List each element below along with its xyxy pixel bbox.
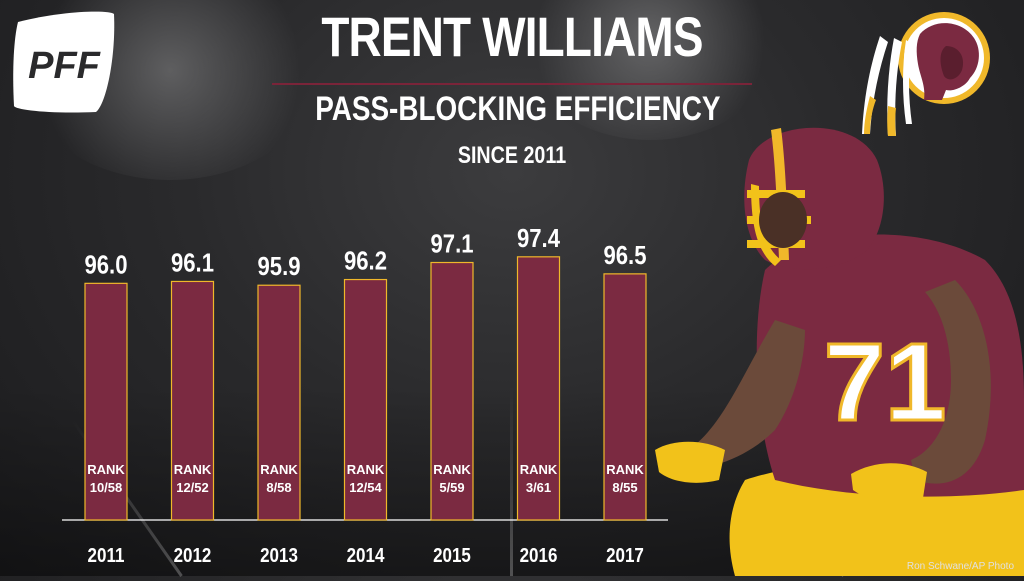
x-tick-label-2016: 2016 [520, 544, 558, 567]
value-label-2012: 96.1 [171, 249, 214, 278]
svg-text:71: 71 [824, 321, 946, 444]
x-tick-label-2011: 2011 [88, 544, 125, 567]
page-title: TRENT WILLIAMS [321, 5, 703, 68]
value-label-2016: 97.4 [517, 224, 561, 253]
rank-value-2017: 8/55 [612, 480, 637, 495]
chart-period: SINCE 2011 [457, 142, 567, 169]
title-divider [272, 83, 752, 85]
x-tick-label-2012: 2012 [174, 544, 212, 567]
rank-prefix-2015: RANK [433, 462, 471, 477]
bar-2015 [430, 261, 474, 521]
value-label-2013: 95.9 [258, 253, 301, 282]
player-photo-icon: 71 [655, 127, 1024, 576]
redskins-logo [850, 6, 992, 142]
value-label-2017: 96.5 [604, 241, 647, 270]
photo-credit: Ron Schwane/AP Photo [906, 561, 1014, 572]
value-label-2015: 97.1 [431, 230, 474, 259]
pff-logo-icon: PFF [13, 11, 115, 113]
rank-value-2016: 3/61 [526, 480, 551, 495]
rank-prefix-2011: RANK [87, 462, 125, 477]
bar-2012 [170, 280, 215, 521]
rank-prefix-2014: RANK [347, 462, 385, 477]
bar-2011 [84, 282, 128, 521]
player-photo: 71 [655, 120, 1024, 576]
rank-value-2011: 10/58 [90, 480, 123, 495]
x-tick-label-2015: 2015 [433, 544, 471, 567]
bar-2013 [257, 284, 301, 521]
value-label-2011: 96.0 [85, 251, 128, 280]
yard-line [510, 386, 513, 576]
rank-prefix-2013: RANK [260, 462, 298, 477]
bar-2014 [343, 278, 388, 521]
rank-value-2013: 8/58 [266, 480, 291, 495]
x-tick-label-2017: 2017 [606, 544, 644, 567]
bar-2017 [603, 273, 647, 521]
pff-logo: PFF [10, 8, 118, 116]
rank-value-2014: 12/54 [349, 480, 382, 495]
rank-prefix-2012: RANK [174, 462, 212, 477]
value-label-2014: 96.2 [344, 247, 387, 276]
rank-value-2015: 5/59 [439, 480, 464, 495]
team-logo-icon [862, 12, 990, 136]
pff-logo-text: PFF [28, 45, 102, 87]
chart-subtitle: PASS-BLOCKING EFFICIENCY [315, 90, 721, 128]
rank-value-2012: 12/52 [176, 480, 209, 495]
bar-2016 [516, 256, 561, 521]
rank-prefix-2017: RANK [606, 462, 644, 477]
x-tick-label-2014: 2014 [347, 544, 385, 567]
rank-prefix-2016: RANK [520, 462, 558, 477]
x-tick-label-2013: 2013 [260, 544, 298, 567]
